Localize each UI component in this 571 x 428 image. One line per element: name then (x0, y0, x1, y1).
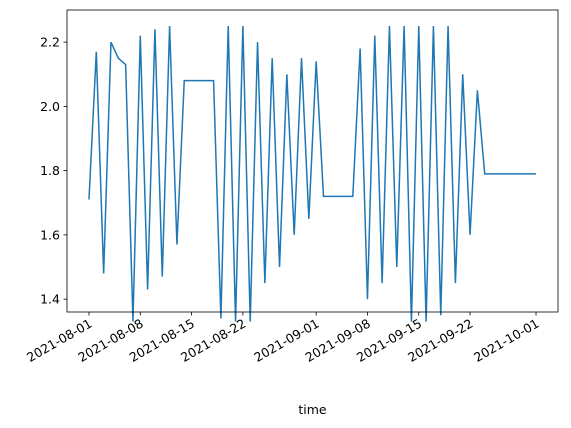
y-tick-label: 2.0 (40, 99, 60, 114)
y-tick-label: 1.4 (40, 292, 60, 307)
plot-frame (66, 9, 559, 313)
y-tick-label: 2.2 (40, 35, 60, 50)
data-line (88, 26, 537, 322)
x-tick-label: 2021-10-01 (471, 316, 541, 365)
x-axis-label: time (298, 402, 327, 417)
y-tick-label: 1.8 (40, 163, 60, 178)
y-tick-label: 1.6 (40, 227, 60, 242)
